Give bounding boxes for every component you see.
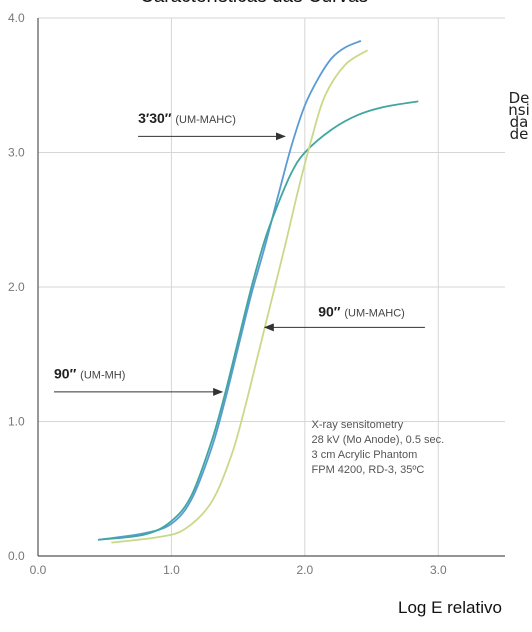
x-tick-label: 0.0 [30,563,47,577]
annotation-label: 3′30″ (UM-MAHC) [138,110,236,126]
y-tick-label: 1.0 [8,415,25,429]
x-tick-label: 3.0 [430,563,447,577]
series-line [97,100,419,541]
note-line: X-ray sensitometry [312,419,404,431]
y-tick-label: 3.0 [8,146,25,160]
chart-title: Características das Curvas [140,0,368,8]
note-line: 3 cm Acrylic Phantom [312,449,418,461]
note-line: 28 kV (Mo Anode), 0.5 sec. [312,434,445,446]
y-tick-label: 0.0 [8,549,25,563]
series-line [97,40,362,541]
note-line: FPM 4200, RD-3, 35ºC [312,464,425,476]
y-tick-label: 4.0 [8,11,25,25]
x-tick-label: 2.0 [297,563,314,577]
annotation-label: 90″ (UM-MAHC) [318,304,405,320]
y-tick-label: 2.0 [8,280,25,294]
annotation-label: 90″ (UM-MH) [54,365,125,381]
x-axis-label: Log E relativo [398,598,502,617]
x-tick-label: 1.0 [163,563,180,577]
y-axis-label: Densidade [508,89,530,143]
